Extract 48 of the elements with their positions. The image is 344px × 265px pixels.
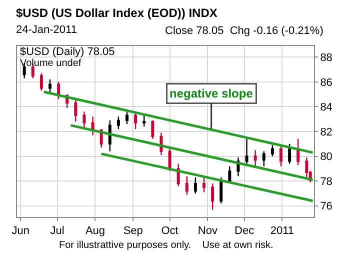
candlestick: [91, 116, 94, 136]
candlestick: [270, 144, 274, 157]
candlestick: [48, 78, 52, 94]
candlestick: [74, 98, 78, 122]
candlestick: [142, 114, 146, 128]
x-tick-label: Oct: [161, 225, 178, 238]
candlestick: [151, 120, 154, 140]
x-tick-label: 2011: [270, 225, 294, 238]
candlestick: [168, 148, 172, 172]
annotation: Volume undef: [20, 58, 82, 69]
y-tick-label: 88: [320, 52, 332, 64]
y-tick-label: 86: [320, 76, 332, 89]
chart-title: $USD (US Dollar Index (EOD)) INDX: [16, 6, 218, 20]
x-tick-label: Dec: [234, 225, 255, 238]
candlestick: [228, 166, 232, 184]
candlestick: [202, 176, 206, 193]
y-tick-label: 76: [320, 200, 332, 213]
text: For illustrattive purposes only. Use at own risk.: [59, 240, 274, 251]
candlestick: [40, 72, 43, 92]
candlestick: [134, 112, 138, 130]
candlestick: [220, 176, 223, 204]
candlestick: [245, 137, 248, 164]
candlestick: [108, 120, 112, 152]
text: Close 78.05 Chg -0.16 (-0.21%): [165, 25, 324, 37]
candlestick: [254, 149, 257, 167]
x-tick-label: Nov: [198, 225, 218, 238]
candlestick: [116, 116, 120, 130]
annotation: $USD (Daily) 78.05: [20, 46, 115, 58]
y-tick-label: 80: [320, 151, 332, 164]
candlestick: [288, 143, 292, 164]
candlestick: [280, 146, 282, 167]
candlestick: [185, 176, 188, 196]
x-tick-label: Jul: [50, 225, 64, 238]
candlestick: [82, 111, 86, 128]
candlestick: [126, 111, 128, 125]
x-tick-label: Jun: [12, 225, 30, 238]
candlestick: [262, 150, 266, 167]
x-tick-label: Sep: [123, 225, 143, 238]
candlestick: [296, 138, 300, 166]
candlestick: [194, 176, 197, 194]
x-tick-label: Aug: [85, 225, 106, 238]
candlestick: [305, 156, 308, 180]
y-tick-label: 84: [320, 102, 332, 114]
y-tick-label: 78: [320, 176, 332, 188]
candlestick: [211, 182, 214, 210]
chart-subtitle: 24-Jan-2011: [16, 24, 77, 36]
y-tick-label: 82: [320, 126, 332, 138]
annotation: negative slope: [170, 86, 254, 100]
